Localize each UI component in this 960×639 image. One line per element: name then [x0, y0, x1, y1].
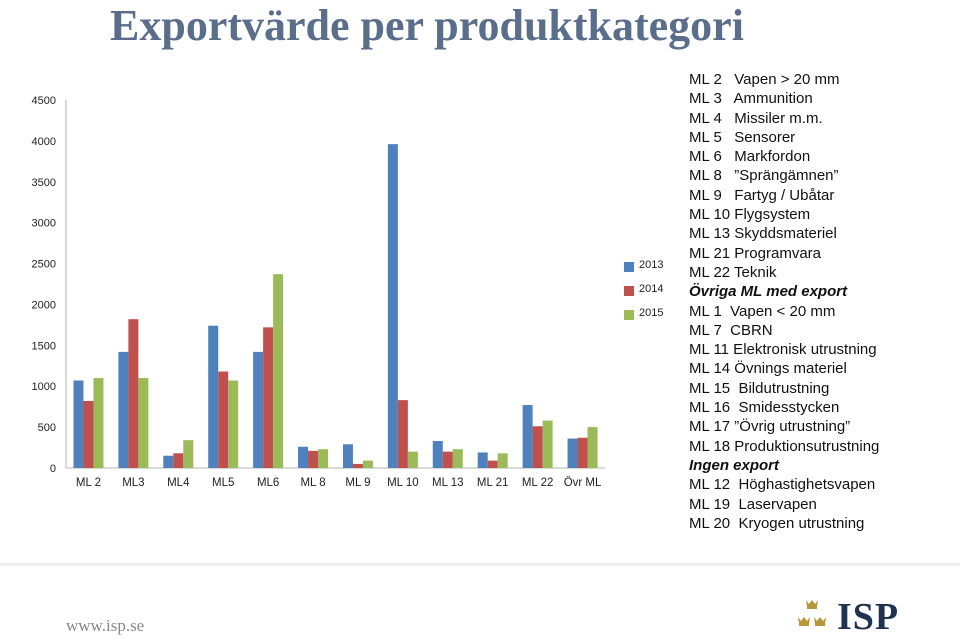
page-title: Exportvärde per produktkategori: [110, 1, 744, 50]
bar-2014-ml6: [263, 327, 274, 468]
category-item: ML 1 Vapen < 20 mm: [689, 302, 836, 320]
y-tick-label: 3000: [32, 218, 56, 230]
bar-2015-ml-9: [362, 460, 373, 468]
bar-2013-övr-ml: [567, 438, 578, 468]
legend-swatch-2015: [624, 310, 634, 320]
category-item: ML 16 Smidesstycken: [689, 399, 840, 417]
category-item: ML 7 CBRN: [689, 321, 773, 339]
bar-2014-ml-13: [442, 451, 453, 468]
bar-2015-ml3: [138, 378, 149, 468]
y-tick-label: 0: [50, 463, 56, 475]
bar-2015-ml-8: [318, 449, 329, 468]
category-item: ML 17 ”Övrig utrustning”: [689, 418, 851, 436]
bar-2014-ml-10: [397, 400, 408, 468]
y-tick-label: 500: [38, 422, 56, 434]
bar-2014-ml-21: [487, 460, 498, 468]
footer-divider: [0, 563, 960, 566]
logo-text: ISP: [837, 596, 900, 638]
bar-2015-ml-13: [452, 449, 463, 468]
bar-2013-ml-9: [342, 444, 353, 468]
bar-2015-ml-21: [497, 453, 508, 468]
isp-logo: ISP: [795, 595, 915, 638]
bar-2015-ml4: [183, 440, 194, 468]
category-item: ML 12 Höghastighetsvapen: [689, 476, 876, 494]
category-item: ML 4 Missiler m.m.: [689, 109, 823, 127]
category-item: ML 6 Markfordon: [689, 148, 811, 166]
bar-2014-ml-9: [352, 463, 363, 468]
bar-2014-ml-8: [308, 450, 319, 468]
bar-2013-ml3: [118, 351, 129, 468]
bar-2014-ml5: [218, 371, 229, 468]
category-item: ML 18 Produktionsutrustning: [689, 437, 880, 455]
legend-label-2015: 2015: [639, 307, 664, 319]
y-tick-label: 3500: [32, 177, 56, 189]
bar-2013-ml-10: [387, 144, 398, 468]
category-item: ML 9 Fartyg / Ubåtar: [689, 186, 835, 204]
x-tick-label: ML 9: [345, 477, 370, 489]
bar-2013-ml-13: [432, 441, 443, 468]
bar-2015-ml-22: [542, 420, 553, 468]
bar-2013-ml4: [163, 455, 174, 468]
y-tick-label: 1500: [32, 340, 56, 352]
bar-2013-ml-2: [73, 380, 84, 468]
y-tick-label: 4000: [32, 136, 56, 148]
export-bar-chart: 0 500 1000 1500 2000 2500 3000 3500 4000 4500 ML 2…: [32, 95, 605, 489]
y-tick-label: 2000: [32, 299, 56, 311]
category-item: ML 3 Ammunition: [689, 90, 813, 108]
footer-url: www.isp.se: [66, 616, 145, 635]
bar-2015-ml5: [228, 380, 239, 468]
x-tick-label: ML 22: [522, 477, 554, 489]
y-tick-label: 1000: [32, 381, 56, 393]
category-item: ML 5 Sensorer: [689, 128, 796, 146]
x-tick-label: ML3: [122, 477, 144, 489]
y-tick-label: 2500: [32, 259, 56, 271]
y-tick-label: 4500: [32, 95, 56, 107]
category-item: ML 10 Flygsystem: [689, 206, 811, 224]
x-tick-label: ML4: [167, 477, 190, 489]
x-tick-label: Övr ML: [564, 477, 602, 489]
legend-swatch-2013: [624, 262, 634, 272]
category-heading: Övriga ML med export: [689, 283, 848, 301]
category-item: ML 13 Skyddsmateriel: [689, 225, 837, 243]
x-tick-label: ML6: [257, 477, 279, 489]
legend-label-2013: 2013: [639, 259, 664, 271]
category-item: ML 20 Kryogen utrustning: [689, 514, 865, 532]
crown-icon: [798, 600, 826, 626]
category-item: ML 14 Övnings materiel: [689, 360, 847, 378]
bar-2014-ml-2: [83, 400, 94, 468]
bar-2014-ml-22: [532, 426, 543, 468]
x-tick-label: ML 10: [387, 477, 419, 489]
bar-2014-ml3: [128, 319, 139, 468]
category-item: ML 22 Teknik: [689, 263, 777, 281]
bar-2014-ml4: [173, 453, 184, 468]
x-tick-label: ML 8: [300, 477, 325, 489]
category-item: ML 11 Elektronisk utrustning: [689, 341, 877, 359]
bar-2015-övr-ml: [587, 427, 598, 468]
category-item: ML 2 Vapen > 20 mm: [689, 71, 840, 88]
category-item: ML 21 Programvara: [689, 244, 821, 262]
bar-2014-övr-ml: [577, 437, 588, 468]
bar-2013-ml5: [208, 325, 219, 468]
bar-2013-ml-22: [522, 405, 533, 468]
bar-2015-ml-10: [407, 451, 418, 468]
legend-label-2014: 2014: [639, 283, 664, 295]
category-item: ML 19 Laservapen: [689, 495, 817, 513]
x-tick-label: ML 13: [432, 477, 464, 489]
bar-2013-ml6: [253, 351, 264, 468]
bar-2013-ml-21: [477, 452, 488, 468]
category-item: ML 8 ”Sprängämnen”: [689, 167, 839, 185]
x-tick-label: ML 21: [477, 477, 509, 489]
category-heading: Ingen export: [689, 456, 780, 474]
bar-2013-ml-8: [298, 446, 309, 468]
bar-2015-ml6: [273, 274, 284, 468]
category-item: ML 15 Bildutrustning: [689, 379, 830, 397]
bar-2015-ml-2: [93, 378, 104, 468]
x-tick-label: ML5: [212, 477, 234, 489]
x-tick-label: ML 2: [76, 477, 101, 489]
legend-swatch-2014: [624, 286, 634, 296]
category-list: ML 2 Vapen > 20 mm ML 3 Ammunition ML 4 Mi…: [689, 70, 957, 533]
